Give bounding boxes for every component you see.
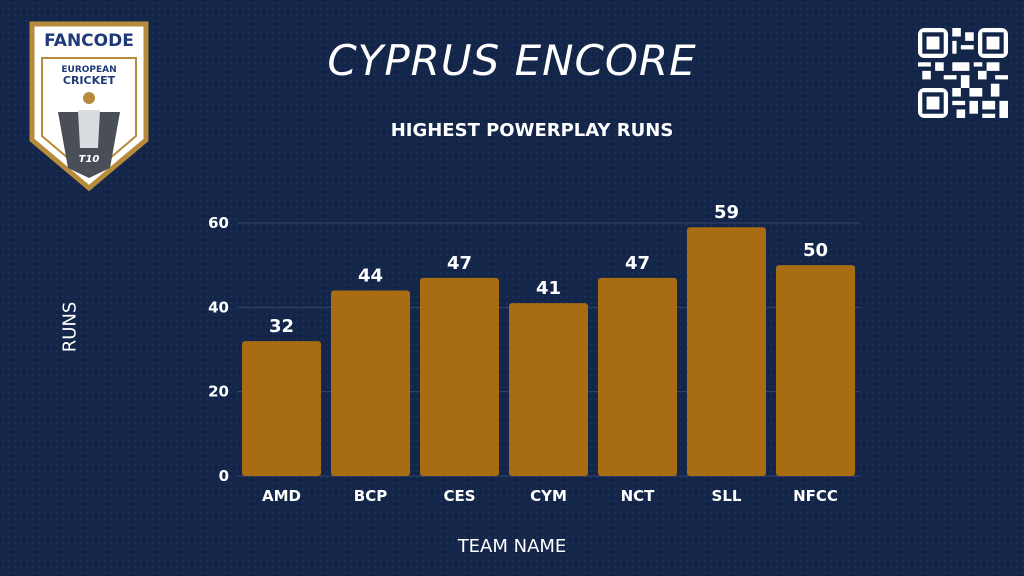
- y-tick-label: 20: [208, 383, 229, 401]
- y-tick-label: 0: [219, 467, 229, 485]
- category-label: NCT: [621, 487, 656, 505]
- logo-badge-text: T10: [79, 154, 100, 165]
- y-axis-ticks: 0 20 40 60: [208, 214, 229, 485]
- logo-brand-text: FANCODE: [44, 31, 134, 51]
- category-label: SLL: [712, 487, 742, 505]
- category-label: BCP: [354, 487, 387, 505]
- fancode-european-cricket-logo: FANCODE EUROPEAN CRICKET T10: [29, 21, 149, 192]
- bar-nfcc: [776, 265, 855, 476]
- bar-amd: [242, 341, 321, 476]
- value-label: 47: [625, 253, 650, 274]
- y-tick-label: 60: [208, 214, 229, 232]
- x-axis-label: TEAM NAME: [457, 536, 567, 557]
- value-label: 41: [536, 278, 561, 299]
- category-label: CES: [443, 487, 475, 505]
- trophy-icon: [83, 92, 95, 104]
- bar-nct: [598, 277, 677, 476]
- qr-code-icon: [918, 28, 1008, 118]
- bars: [242, 227, 855, 476]
- value-label: 44: [358, 265, 383, 286]
- bar-ces: [420, 277, 499, 476]
- category-label: AMD: [262, 487, 301, 505]
- bar-bcp: [331, 290, 410, 476]
- category-label: CYM: [530, 487, 567, 505]
- y-tick-label: 40: [208, 298, 229, 316]
- value-label: 47: [447, 253, 472, 274]
- bar-sll: [687, 227, 766, 476]
- y-axis-label: RUNS: [59, 301, 81, 353]
- value-label: 32: [269, 316, 294, 337]
- logo-line1-text: EUROPEAN: [61, 65, 116, 75]
- bar-cym: [509, 303, 588, 476]
- chart-title: HIGHEST POWERPLAY RUNS: [390, 120, 674, 141]
- category-label: NFCC: [793, 487, 838, 505]
- page-title: CYPRUS ENCORE: [327, 36, 697, 85]
- logo-line2-text: CRICKET: [63, 74, 116, 87]
- value-label: 59: [714, 202, 739, 223]
- value-labels: 32 44 47 41 47 59 50: [269, 202, 828, 337]
- x-axis-categories: AMD BCP CES CYM NCT SLL NFCC: [262, 487, 838, 505]
- value-label: 50: [803, 240, 828, 261]
